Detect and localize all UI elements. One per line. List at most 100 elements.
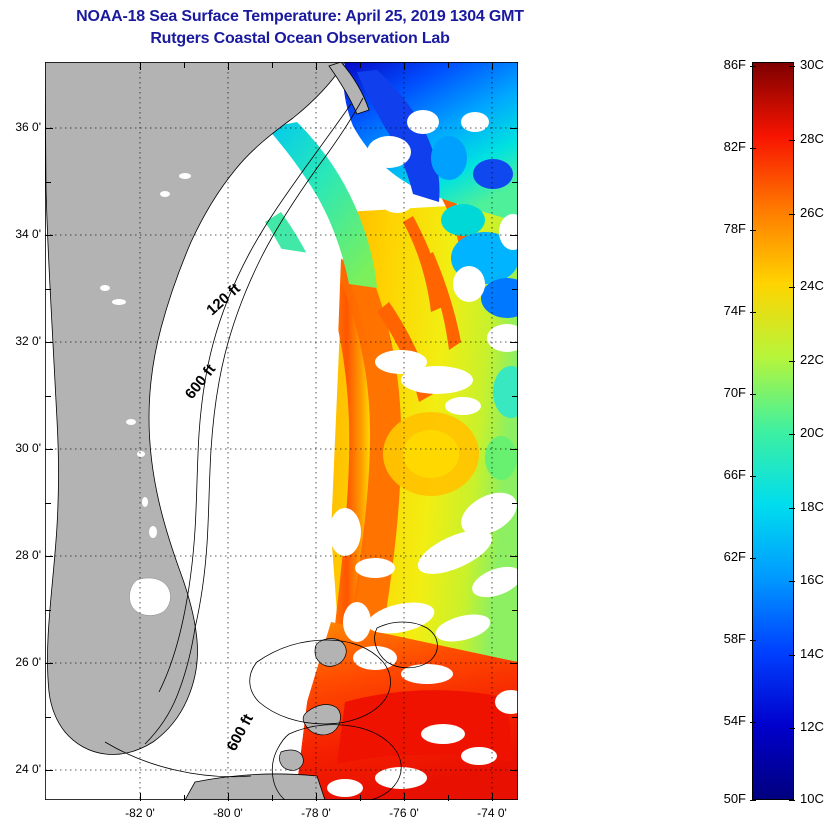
colorbar-label-celsius: 24C [800, 278, 824, 293]
x-major-tick-top [404, 62, 405, 70]
x-tick-label: -74 0' [477, 806, 507, 820]
y-tick-label: 26 0' [15, 655, 41, 669]
colorbar-tick-right [789, 361, 795, 362]
map-panel[interactable]: 120 ft 600 ft 600 ft [45, 62, 518, 800]
x-major-tick-top [140, 62, 141, 70]
colorbar-label-celsius: 16C [800, 572, 824, 587]
x-tick-label: -82 0' [125, 806, 155, 820]
y-minor-tick-right [512, 181, 518, 183]
y-major-tick [45, 556, 53, 557]
inland-lakes [100, 173, 191, 538]
contour-120ft [158, 103, 352, 693]
colorbar-tick-right [789, 655, 795, 656]
graticule-gridlines [45, 62, 518, 800]
colorbar-tick-right [789, 140, 795, 141]
contour-shelf-edge-fl [144, 627, 196, 745]
x-major-tick-top [492, 62, 493, 70]
x-major-tick [492, 793, 493, 801]
land-cuba [184, 773, 326, 800]
colorbar-tick-right [789, 581, 795, 582]
x-minor-tick [184, 795, 185, 801]
colorbar-tick-right [789, 287, 795, 288]
sst-cold-eddies [431, 136, 518, 480]
colorbar-label-fahrenheit: 70F [723, 385, 746, 400]
x-minor-tick-top [360, 62, 361, 68]
colorbar-label-fahrenheit: 62F [723, 549, 746, 564]
y-tick-label: 24 0' [15, 762, 41, 776]
colorbar-label-celsius: 30C [800, 57, 824, 72]
colorbar[interactable] [752, 62, 794, 800]
colorbar-tick-left [750, 476, 756, 477]
y-minor-tick [45, 395, 51, 397]
y-minor-tick-right [512, 502, 518, 504]
sst-warm-core-ring [383, 412, 479, 496]
y-major-tick [45, 663, 53, 664]
y-major-tick-right [510, 770, 518, 771]
x-minor-tick-top [184, 62, 185, 68]
colorbar-label-fahrenheit: 66F [723, 467, 746, 482]
colorbar-label-fahrenheit: 58F [723, 631, 746, 646]
colorbar-tick-left [750, 800, 756, 801]
y-major-tick [45, 449, 53, 450]
x-minor-tick [272, 795, 273, 801]
y-minor-tick [45, 181, 51, 183]
sst-cold-plume-nearshore [357, 70, 440, 202]
y-major-tick [45, 235, 53, 236]
x-minor-tick [360, 795, 361, 801]
y-major-tick [45, 342, 53, 343]
x-major-tick-top [316, 62, 317, 70]
colorbar-label-celsius: 12C [800, 719, 824, 734]
y-major-tick-right [510, 449, 518, 450]
contour-600ft-north [194, 97, 364, 629]
x-major-tick [404, 793, 405, 801]
colorbar-tick-left [750, 394, 756, 395]
figure-title-line2: Rutgers Coastal Ocean Observation Lab [150, 30, 450, 47]
y-minor-tick [45, 609, 51, 611]
colorbar-tick-left [750, 312, 756, 313]
contour-bahama-bank-3 [374, 621, 438, 669]
x-minor-tick [448, 795, 449, 801]
colorbar-label-fahrenheit: 86F [723, 57, 746, 72]
figure-title-line1: NOAA-18 Sea Surface Temperature: April 2… [76, 8, 524, 25]
colorbar-tick-right [789, 66, 795, 67]
colorbar-tick-left [750, 66, 756, 67]
colorbar-tick-left [750, 230, 756, 231]
y-major-tick-right [510, 235, 518, 236]
x-major-tick [140, 793, 141, 801]
colorbar-tick-left [750, 148, 756, 149]
sst-cloud-gaps [327, 110, 518, 797]
x-minor-tick-top [272, 62, 273, 68]
colorbar-label-fahrenheit: 54F [723, 713, 746, 728]
x-tick-label: -76 0' [389, 806, 419, 820]
y-tick-label: 36 0' [15, 120, 41, 134]
map-content: 120 ft 600 ft 600 ft [45, 62, 518, 800]
colorbar-label-celsius: 26C [800, 205, 824, 220]
y-minor-tick [45, 502, 51, 504]
colorbar-tick-left [750, 722, 756, 723]
y-minor-tick [45, 716, 51, 718]
sst-cool-shelf-band [267, 122, 377, 288]
colorbar-tick-right [789, 508, 795, 509]
land-bahamas [279, 638, 347, 771]
y-major-tick-right [510, 556, 518, 557]
colorbar-label-celsius: 10C [800, 791, 824, 806]
colorbar-label-fahrenheit: 78F [723, 221, 746, 236]
y-major-tick-right [510, 128, 518, 129]
y-tick-label: 28 0' [15, 548, 41, 562]
lake-okeechobee [129, 577, 171, 616]
colorbar-label-celsius: 22C [800, 352, 824, 367]
colorbar-label-fahrenheit: 74F [723, 303, 746, 318]
colorbar-tick-left [750, 640, 756, 641]
colorbar-tick-right [789, 800, 795, 801]
sst-bahamas-hot-core [337, 690, 513, 764]
colorbar-tick-right [789, 728, 795, 729]
y-minor-tick-right [512, 716, 518, 718]
map-canvas[interactable]: 120 ft 600 ft 600 ft [45, 62, 518, 800]
colorbar-tick-right [789, 434, 795, 435]
x-tick-label: -80 0' [213, 806, 243, 820]
y-major-tick-right [510, 663, 518, 664]
x-major-tick [316, 793, 317, 801]
colorbar-label-celsius: 18C [800, 499, 824, 514]
y-minor-tick-right [512, 609, 518, 611]
